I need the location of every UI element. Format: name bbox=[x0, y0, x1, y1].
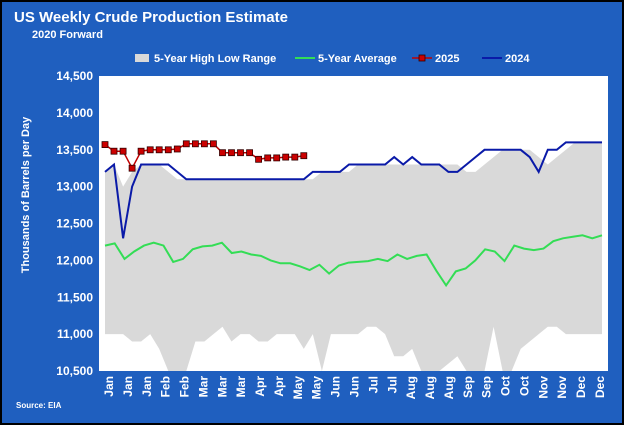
x-tick-label: Dec bbox=[593, 376, 607, 398]
x-tick-label: Jan bbox=[102, 376, 116, 397]
x-tick-label: Jul bbox=[385, 376, 399, 393]
y-tick-label: 11,000 bbox=[57, 327, 93, 341]
series-2025-point bbox=[191, 140, 199, 148]
y-tick-label: 13,500 bbox=[56, 143, 93, 157]
series-2025-point bbox=[264, 154, 272, 162]
series-2024-layer bbox=[104, 141, 602, 239]
y-tick-label: 10,500 bbox=[56, 364, 93, 378]
y-tick-label: 14,500 bbox=[56, 69, 93, 83]
y-tick-label: 12,000 bbox=[56, 253, 93, 267]
x-tick-label: Dec bbox=[574, 376, 588, 398]
x-tick-label: Aug bbox=[404, 376, 418, 399]
x-tick-label: Jan bbox=[121, 376, 135, 397]
x-axis-ticks: Jan Jan Jan Feb Feb Mar Mar Mar Apr Apr May May Jun J… bbox=[102, 376, 607, 400]
range-layer bbox=[105, 142, 602, 371]
series-2025-point bbox=[219, 149, 226, 157]
series-2025-point bbox=[101, 141, 109, 149]
range-band bbox=[105, 142, 602, 371]
x-tick-label: Jan bbox=[140, 376, 154, 397]
series-2025-point bbox=[291, 153, 299, 161]
x-tick-label: Jun bbox=[348, 376, 362, 397]
x-tick-label: Apr bbox=[272, 376, 286, 397]
series-2025-point bbox=[110, 147, 118, 155]
average-layer bbox=[104, 234, 603, 288]
y-axis-label: Thousands of Barrels per Day bbox=[20, 116, 32, 273]
x-tick-label: Jun bbox=[329, 376, 343, 397]
x-tick-label: Oct bbox=[518, 376, 532, 396]
legend-label-2024: 2024 bbox=[505, 53, 530, 65]
average-line bbox=[104, 234, 603, 288]
series-2025-point bbox=[173, 145, 181, 153]
x-tick-label: Feb bbox=[178, 376, 192, 397]
x-tick-label: Aug bbox=[442, 376, 456, 399]
source-note: Source: EIA bbox=[16, 401, 62, 410]
series-2025-point bbox=[273, 154, 281, 162]
x-tick-label: Feb bbox=[159, 376, 173, 397]
series-2025-point bbox=[200, 140, 208, 148]
legend-swatch-2025-marker bbox=[418, 54, 426, 62]
legend-label-average: 5-Year Average bbox=[318, 53, 397, 65]
x-tick-label: Aug bbox=[423, 376, 437, 399]
y-tick-label: 12,500 bbox=[56, 217, 93, 231]
series-2025-point bbox=[209, 140, 217, 148]
legend-label-range: 5-Year High Low Range bbox=[154, 53, 276, 65]
legend: 5-Year High Low Range 5-Year Average 202… bbox=[135, 53, 530, 65]
series-2025-point bbox=[255, 155, 263, 163]
series-2025-point bbox=[246, 149, 254, 157]
x-tick-label: Mar bbox=[196, 376, 210, 398]
x-tick-label: May bbox=[291, 376, 305, 400]
series-2024-line bbox=[104, 141, 602, 239]
series-2025-point bbox=[282, 153, 290, 161]
y-axis-ticks: 10,500 11,000 11,500 12,000 12,500 13,000 13,5… bbox=[56, 69, 93, 378]
x-tick-label: Mar bbox=[215, 376, 229, 398]
x-tick-label: Oct bbox=[499, 376, 513, 396]
legend-swatch-range bbox=[135, 54, 149, 62]
series-2025-point bbox=[155, 146, 163, 154]
y-tick-label: 11,500 bbox=[57, 290, 93, 304]
chart-subtitle: 2020 Forward bbox=[32, 29, 103, 41]
series-2025-point bbox=[137, 147, 145, 155]
y-tick-label: 14,000 bbox=[56, 106, 93, 120]
x-tick-label: Nov bbox=[536, 376, 550, 399]
series-2025-point bbox=[119, 147, 127, 155]
x-tick-label: Jul bbox=[366, 376, 380, 393]
x-tick-label: Mar bbox=[234, 376, 248, 398]
series-2025-point bbox=[146, 146, 154, 154]
y-tick-label: 13,000 bbox=[56, 180, 93, 194]
series-2025-layer bbox=[101, 140, 308, 172]
legend-label-2025: 2025 bbox=[435, 53, 459, 65]
chart-title: US Weekly Crude Production Estimate bbox=[14, 9, 288, 26]
series-2025-point bbox=[182, 140, 190, 148]
series-2025-point bbox=[164, 146, 172, 154]
series-2025-point bbox=[228, 149, 235, 157]
x-tick-label: Sep bbox=[480, 376, 494, 398]
x-tick-label: Apr bbox=[253, 376, 267, 397]
series-2025-point bbox=[300, 152, 308, 160]
series-2025-point bbox=[128, 164, 136, 172]
series-2025-point bbox=[237, 149, 244, 157]
x-tick-label: May bbox=[310, 376, 324, 400]
x-tick-label: Nov bbox=[555, 376, 569, 399]
x-tick-label: Sep bbox=[461, 376, 475, 398]
